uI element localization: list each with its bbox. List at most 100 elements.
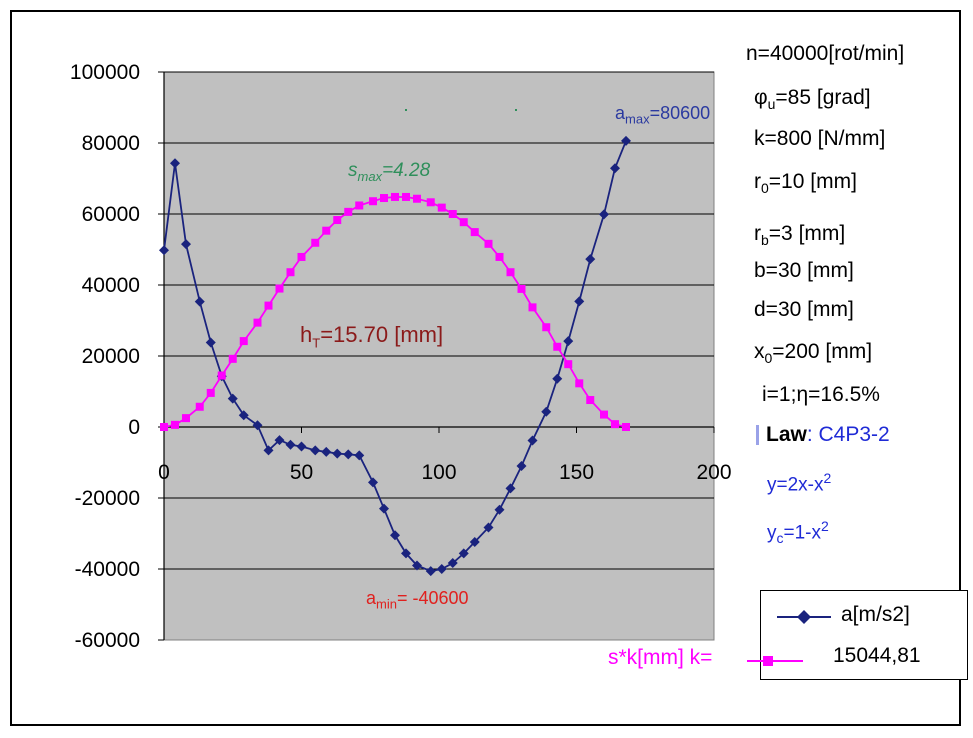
data-point xyxy=(437,203,446,212)
data-point xyxy=(263,445,274,456)
data-point xyxy=(206,388,215,397)
legend: a[m/s2] 15044,81 xyxy=(760,590,968,680)
param-rb: rb=3 [mm] xyxy=(754,222,846,249)
amax-annotation: amax=80600 xyxy=(615,103,711,127)
data-point xyxy=(495,252,504,261)
data-point xyxy=(470,228,479,237)
law-value: : C4P3-2 xyxy=(806,423,890,446)
param-b: b=30 [mm] xyxy=(754,259,854,282)
data-point xyxy=(541,406,552,417)
data-point xyxy=(170,158,180,169)
data-point xyxy=(171,420,179,429)
data-point xyxy=(285,439,296,450)
acceleration-series xyxy=(159,135,631,577)
data-point xyxy=(297,252,306,261)
data-point xyxy=(610,163,620,174)
param-x0: x0=200 [mm] xyxy=(754,340,873,367)
y-tick-label: 20000 xyxy=(82,345,140,368)
data-point xyxy=(369,197,377,206)
data-point xyxy=(159,245,169,256)
data-point xyxy=(253,318,262,327)
param-k: k=800 [N/mm] xyxy=(754,127,886,150)
data-point xyxy=(402,192,410,201)
data-point xyxy=(239,337,248,346)
x-tick-label: 0 xyxy=(158,461,170,484)
data-point xyxy=(380,194,388,203)
legend-a-marker xyxy=(777,610,831,624)
data-point xyxy=(355,201,364,210)
data-point xyxy=(459,218,468,227)
data-point xyxy=(333,216,342,225)
data-point xyxy=(205,337,216,348)
data-point xyxy=(494,504,505,515)
data-point xyxy=(228,354,237,363)
x-tick-labels: 0 50 100 150 200 xyxy=(158,461,731,484)
data-point xyxy=(354,450,365,461)
y-tick-label: 40000 xyxy=(82,274,140,297)
x-tick-label: 100 xyxy=(421,461,456,484)
param-i-eta: i=1;η=16.5% xyxy=(762,383,880,406)
data-point xyxy=(586,396,595,405)
param-n: n=40000[rot/min] xyxy=(746,42,905,65)
legend-s-label: s*k[mm] k= xyxy=(608,646,713,669)
data-point xyxy=(252,420,263,431)
data-point xyxy=(575,379,584,388)
data-point xyxy=(217,371,226,380)
data-point xyxy=(600,410,608,419)
y-tick-label: -60000 xyxy=(75,629,140,652)
data-point xyxy=(574,296,585,307)
param-law: Law: C4P3-2 xyxy=(766,423,890,447)
x-tick-label: 200 xyxy=(696,461,731,484)
data-point xyxy=(599,209,609,220)
y-tick-label: 80000 xyxy=(82,132,140,155)
data-point xyxy=(527,435,538,446)
equation-yc: yc=1-x2 xyxy=(767,518,829,547)
data-point xyxy=(296,441,307,452)
legend-a-label: a[m/s2] xyxy=(841,603,910,626)
equation-y: y=2x-x2 xyxy=(767,470,832,496)
data-point xyxy=(585,254,596,265)
y-tick-label: 100000 xyxy=(70,61,140,84)
param-r0: r0=10 [mm] xyxy=(754,170,857,197)
data-point xyxy=(484,239,493,248)
data-point xyxy=(274,435,285,446)
small-mark xyxy=(405,109,407,111)
data-point xyxy=(552,373,563,384)
x-tick-label: 50 xyxy=(290,461,313,484)
data-point xyxy=(426,198,435,207)
law-label: Law xyxy=(766,423,807,446)
small-mark xyxy=(515,109,517,111)
y-tick-labels: 100000 80000 60000 40000 20000 0 -20000 -40000 -… xyxy=(70,61,140,652)
data-point xyxy=(447,557,458,568)
data-point xyxy=(563,336,574,347)
y-tick-label: 0 xyxy=(128,416,140,439)
data-point xyxy=(506,268,515,277)
ht-annotation: hT=15.70 [mm] xyxy=(300,322,444,351)
data-point xyxy=(227,393,238,404)
data-point xyxy=(181,239,191,250)
data-point xyxy=(516,461,527,472)
data-point xyxy=(264,301,273,310)
data-point xyxy=(391,192,399,201)
data-point xyxy=(448,210,457,218)
data-point xyxy=(505,483,516,494)
data-point xyxy=(194,296,205,307)
data-point xyxy=(412,560,422,571)
data-point xyxy=(321,446,332,457)
law-marker xyxy=(756,425,759,445)
smax-annotation: smax=4.28 xyxy=(348,160,431,184)
data-point xyxy=(611,420,619,429)
data-point xyxy=(436,564,447,574)
data-point xyxy=(458,548,469,559)
series xyxy=(159,109,631,577)
param-phi: φu=85 [grad] xyxy=(754,86,871,113)
legend-s-value: 15044,81 xyxy=(833,644,921,667)
y-tick-label: -20000 xyxy=(75,487,140,510)
data-point xyxy=(425,566,436,577)
data-point xyxy=(344,207,353,216)
data-point xyxy=(528,303,537,312)
data-point xyxy=(238,410,249,421)
data-point xyxy=(517,284,526,293)
data-point xyxy=(564,360,573,369)
